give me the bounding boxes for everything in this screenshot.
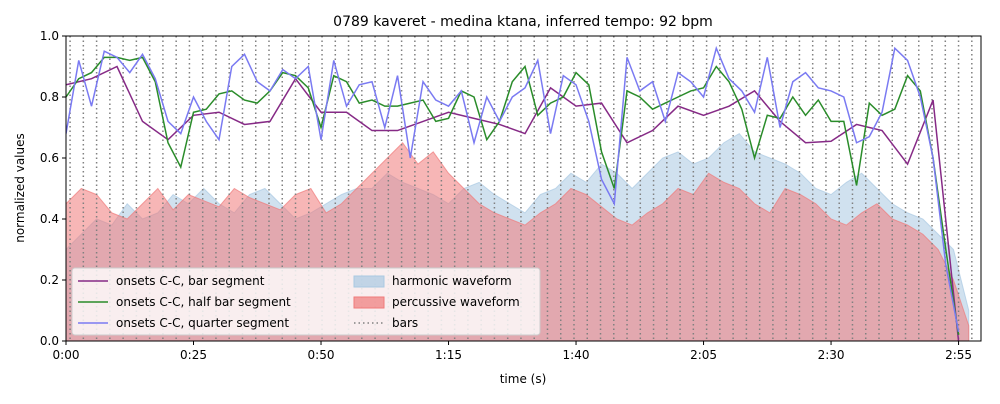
legend-label: onsets C-C, half bar segment (116, 295, 291, 309)
legend-label: percussive waveform (392, 295, 520, 309)
legend: onsets C-C, bar segment onsets C-C, half … (71, 267, 541, 336)
legend-label: onsets C-C, quarter segment (116, 316, 289, 330)
x-axis-label: time (s) (500, 372, 547, 386)
legend-swatch (353, 275, 385, 288)
y-tick-label: 0.6 (40, 151, 59, 165)
x-tick-label: 0:25 (180, 348, 207, 362)
y-tick-label: 0.0 (40, 334, 59, 348)
x-tick-label: 1:40 (563, 348, 590, 362)
series-line (66, 65, 960, 341)
legend-label: harmonic waveform (392, 274, 512, 288)
series-line (66, 56, 960, 336)
axes: 0:00 0:25 0:50 1:15 1:40 2:05 2:30 2:55 0.0 0.2 0.… (40, 29, 982, 362)
legend-label: bars (392, 316, 418, 330)
x-tick-label: 2:30 (818, 348, 845, 362)
legend-label: onsets C-C, bar segment (116, 274, 265, 288)
legend-swatch (353, 296, 385, 309)
y-tick-label: 0.2 (40, 273, 59, 287)
y-tick-label: 0.8 (40, 90, 59, 104)
series-line (66, 45, 960, 332)
x-tick-label: 2:05 (690, 348, 717, 362)
legend-box (71, 267, 541, 336)
y-tick-label: 1.0 (40, 29, 59, 43)
chart-title: 0789 kaveret - medina ktana, inferred te… (333, 14, 713, 30)
x-tick-label: 2:55 (945, 348, 972, 362)
y-tick-label: 0.4 (40, 212, 59, 226)
x-tick-label: 0:50 (308, 348, 335, 362)
x-tick-label: 1:15 (435, 348, 462, 362)
y-axis-label: normalized values (13, 133, 27, 243)
plot-frame (65, 35, 982, 342)
x-tick-label: 0:00 (53, 348, 80, 362)
